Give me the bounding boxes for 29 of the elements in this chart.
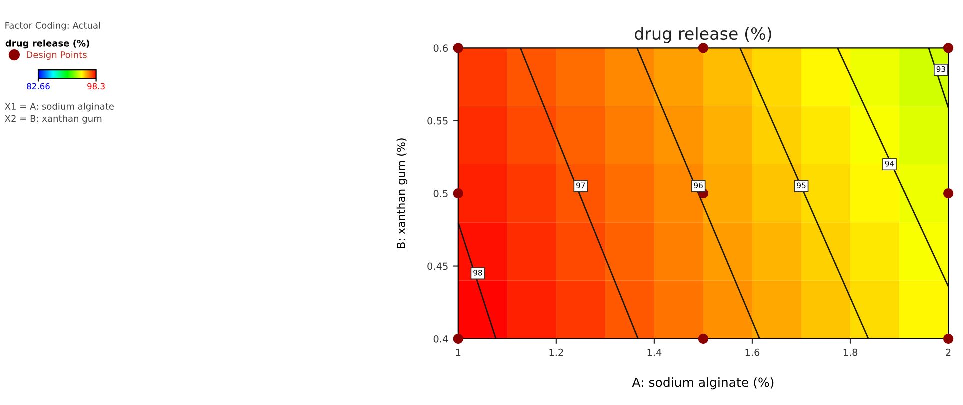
- y-tick-label: 0.45: [428, 262, 448, 270]
- point: [453, 334, 464, 344]
- x-axis-title: A: sodium alginate (%): [632, 378, 774, 390]
- legend-title: drug release (%): [6, 40, 90, 49]
- y-tick-label: 0.6: [434, 44, 448, 52]
- point: [943, 43, 954, 54]
- point: [698, 43, 709, 54]
- point: [943, 188, 954, 199]
- y-tick-label: 0.5: [434, 190, 448, 198]
- x-tick-label: 1.2: [550, 348, 564, 356]
- point: [698, 334, 709, 344]
- legend-label: Design Points: [27, 51, 87, 60]
- x-tick-label: 1.6: [746, 348, 760, 356]
- color-bar-label: 82.66: [27, 83, 50, 90]
- y-tick-label: 0.4: [434, 335, 448, 343]
- y-axis-title: B: xanthan gum (%): [396, 138, 408, 248]
- point: [453, 188, 464, 199]
- text: Factor Coding: Actual: [6, 22, 100, 31]
- x-tick-label: 1.8: [844, 348, 858, 356]
- point: [943, 334, 954, 344]
- text: X2 = B: xanthan gum: [5, 115, 102, 124]
- point: [453, 43, 464, 54]
- x-tick-label: 1.4: [648, 349, 662, 356]
- y-tick-label: 0.55: [428, 117, 448, 125]
- text: X1 = A: sodium alginate: [5, 102, 114, 112]
- color-bar-label: 98.3: [88, 83, 105, 90]
- x-tick-label: 2: [946, 348, 951, 356]
- chart-title: drug release (%): [635, 27, 772, 44]
- x-tick-label: 1: [456, 349, 461, 356]
